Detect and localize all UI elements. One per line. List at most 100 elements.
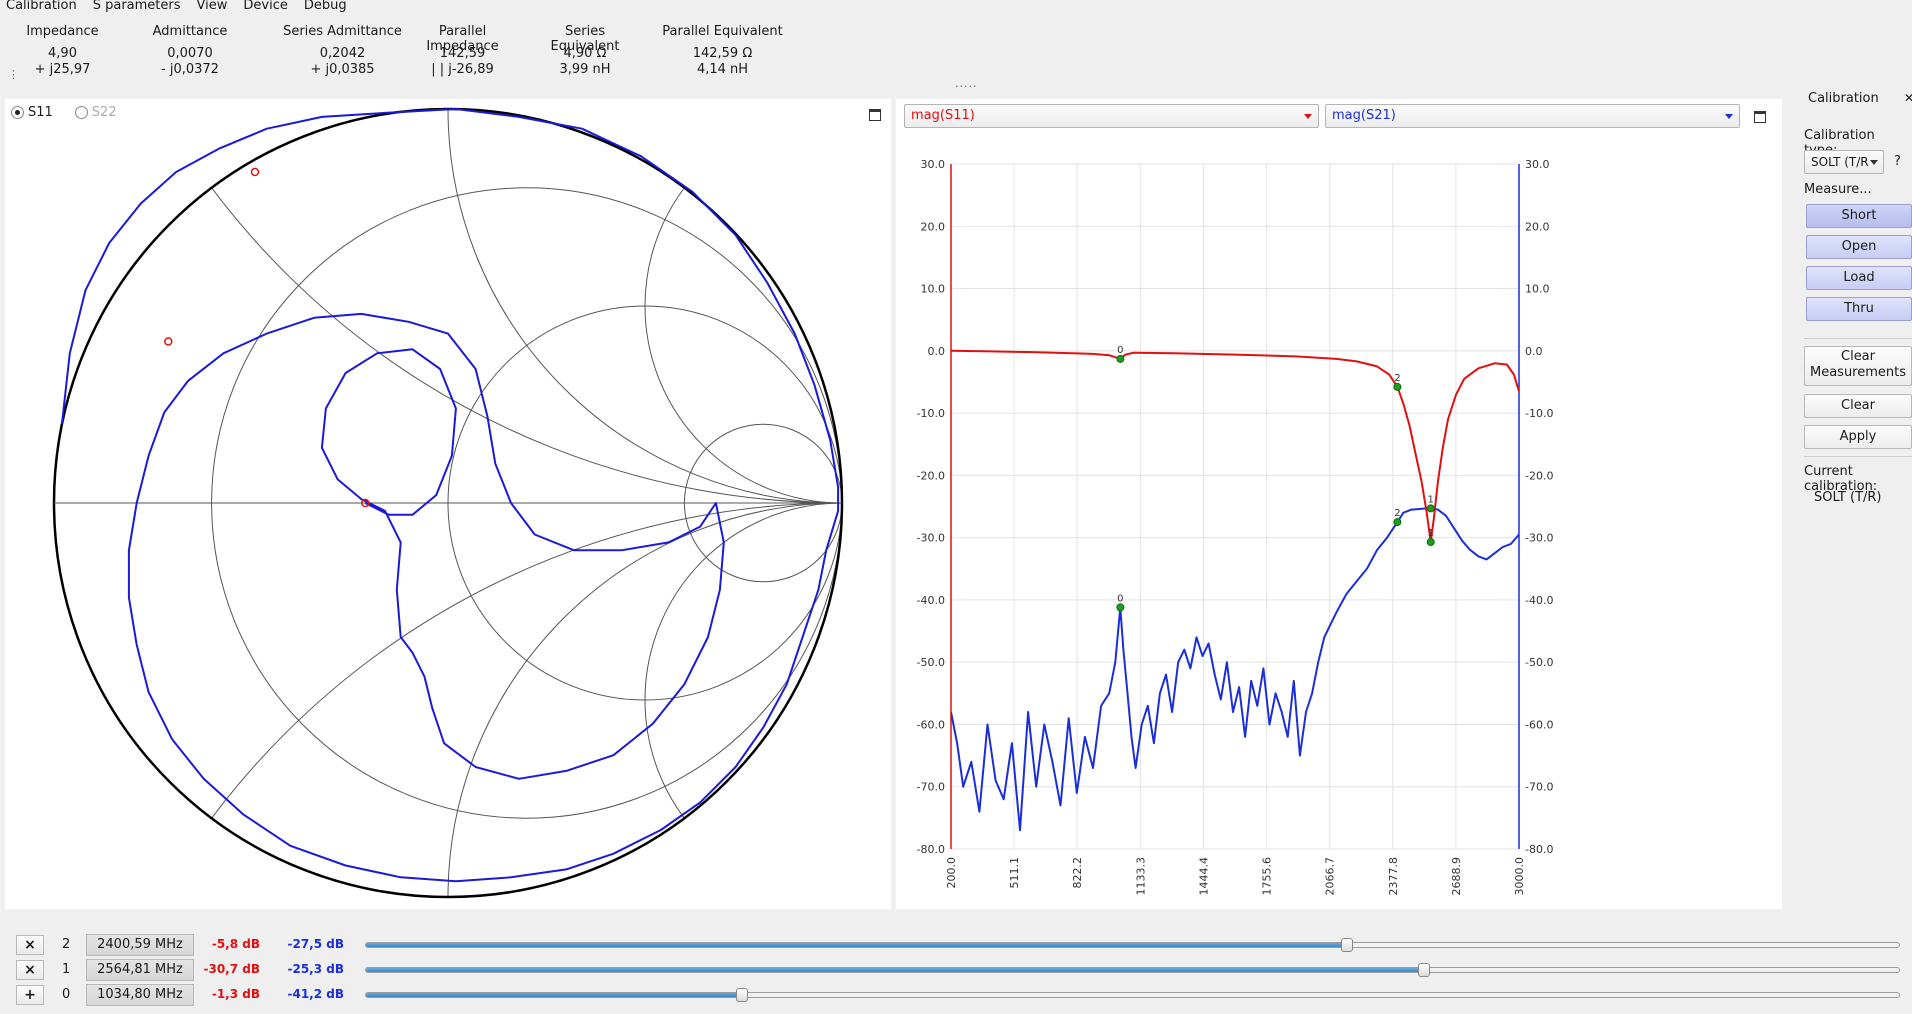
thru-button[interactable]: Thru (1806, 297, 1912, 321)
smith-chart-panel: S11 S22 (5, 99, 891, 909)
x-tick-label: 511.1 (1008, 857, 1021, 889)
marker-slider-handle[interactable] (735, 988, 748, 1002)
x-tick-label: 2377.8 (1387, 857, 1400, 896)
menu-s-parameters[interactable]: S parameters (92, 0, 181, 13)
impedance-column: Impedance 4,90 + j25,97 (10, 24, 115, 78)
load-button[interactable]: Load (1806, 266, 1912, 290)
chart-marker-point[interactable] (1116, 603, 1125, 612)
admittance-real: 0,0070 (167, 46, 213, 61)
y-right-tick-label: -20.0 (1525, 469, 1553, 482)
series-admittance-column: Series Admittance 0,2042 + j0,0385 (275, 24, 410, 78)
x-tick-label: 3000.0 (1513, 857, 1526, 896)
marker-slider[interactable] (365, 988, 1900, 1002)
series-equivalent-column: Series Equivalent 4,90 Ω 3,99 nH (530, 24, 640, 78)
marker-slider[interactable] (365, 963, 1900, 977)
y-left-tick-label: -80.0 (917, 843, 945, 856)
chart-series (951, 349, 1519, 832)
x-tick-label: 1444.4 (1197, 857, 1210, 896)
chevron-down-icon (1870, 160, 1878, 165)
y-right-tick-label: 20.0 (1525, 220, 1550, 233)
add-marker-button[interactable]: + (16, 985, 44, 1005)
y-left-tick-label: -40.0 (917, 594, 945, 607)
smith-marker[interactable] (164, 337, 173, 346)
close-icon[interactable]: ✕ (1904, 91, 1912, 105)
chart-marker-point[interactable] (1393, 382, 1402, 391)
apply-button[interactable]: Apply (1804, 425, 1912, 449)
chart-marker-point[interactable] (1393, 518, 1402, 527)
y-left-tick-label: -70.0 (917, 781, 945, 794)
chart-marker-label: 1 (1428, 528, 1434, 539)
sparam-maximize-icon[interactable] (1754, 111, 1766, 123)
marker-frequency[interactable]: 2400,59 MHz (86, 934, 194, 956)
y-right-tick-label: 30.0 (1525, 158, 1550, 171)
sparam-chart-panel: mag(S11) mag(S21) 200.0 511.1 822.2 1133.3 1… (896, 99, 1782, 909)
y-left-tick-label: 0.0 (928, 345, 946, 358)
marker-slider-fill (366, 968, 1424, 972)
chart-marker-label: 0 (1117, 345, 1123, 356)
open-button[interactable]: Open (1806, 235, 1912, 259)
marker-slider-handle[interactable] (1417, 963, 1430, 977)
smith-marker[interactable] (361, 498, 370, 508)
y-left-tick-label: 20.0 (921, 220, 946, 233)
clear-button[interactable]: Clear (1804, 394, 1912, 418)
calibration-type-select[interactable]: SOLT (T/R (1804, 150, 1884, 174)
chart-marker-label: 1 (1428, 494, 1434, 505)
smith-chart (52, 107, 844, 899)
remove-marker-button[interactable]: × (16, 960, 44, 980)
menu-view[interactable]: View (196, 0, 228, 13)
help-icon[interactable]: ? (1894, 154, 1901, 169)
marker-list: × 2 2400,59 MHz -5,8 dB -27,5 dB × 1 256… (0, 926, 1912, 1014)
port-selector: S11 S22 (11, 105, 117, 120)
series-admittance-real: 0,2042 (319, 46, 366, 61)
calibration-divider (1804, 338, 1912, 339)
series-equivalent-inductance: 3,99 nH (559, 62, 611, 77)
y-left-tick-label: -60.0 (917, 718, 945, 731)
x-tick-label: 2688.9 (1450, 857, 1463, 896)
remove-marker-button[interactable]: × (16, 935, 44, 955)
y-right-tick-label: 0.0 (1525, 345, 1543, 358)
s22-radio[interactable] (74, 106, 88, 119)
marker-s21-value: -25,3 dB (287, 962, 344, 976)
smith-s11-trace (60, 108, 840, 883)
smith-maximize-icon[interactable] (869, 109, 881, 121)
admittance-header: Admittance (152, 24, 228, 39)
s22-radio-label: S22 (91, 105, 117, 120)
chart-marker-point[interactable] (1116, 354, 1125, 363)
parallel-equivalent-column: Parallel Equivalent 142,59 Ω 4,14 nH (655, 24, 790, 78)
center-drag-handle[interactable]: ····· (955, 80, 978, 93)
marker-frequency[interactable]: 2564,81 MHz (86, 959, 194, 981)
y-right-tick-label: -30.0 (1525, 532, 1553, 545)
menu-debug[interactable]: Debug (303, 0, 347, 13)
reactance-circle (447, 109, 842, 504)
left-drag-handle[interactable]: ⋮ (8, 68, 19, 81)
marker-row-1: × 1 2564,81 MHz -30,7 dB -25,3 dB (0, 958, 1912, 982)
menu-device[interactable]: Device (243, 0, 288, 13)
marker-s21-value: -41,2 dB (287, 987, 344, 1001)
chart-marker-point[interactable] (1426, 504, 1435, 513)
parallel-impedance-column: Parallel Impedance 142,59 | | j-26,89 (405, 24, 520, 78)
reactance-circle (644, 109, 842, 504)
y-left-tick-label: -30.0 (917, 532, 945, 545)
reactance-circle (447, 502, 842, 897)
marker-slider[interactable] (365, 938, 1900, 952)
sparam-chart: 200.0 511.1 822.2 1133.3 1444.4 1755.6 2066.7 2… (917, 158, 1554, 896)
parallel-equivalent-inductance: 4,14 nH (696, 62, 749, 77)
smith-grid (52, 107, 844, 899)
trace2-dropdown-icon (1725, 114, 1733, 119)
menu-calibration[interactable]: Calibration (6, 0, 77, 13)
short-button[interactable]: Short (1806, 204, 1912, 228)
marker-frequency[interactable]: 1034,80 MHz (86, 984, 194, 1006)
trace2-select[interactable]: mag(S21) (1325, 104, 1740, 128)
chart-marker-point[interactable] (1426, 537, 1435, 546)
clear-measurements-button[interactable]: Clear Measurements (1804, 346, 1912, 386)
marker-slider-handle[interactable] (1341, 938, 1354, 952)
chart-axes: 200.0 511.1 822.2 1133.3 1444.4 1755.6 2066.7 2… (917, 158, 1554, 896)
trace1-select-label: mag(S11) (911, 108, 975, 123)
smith-marker[interactable] (250, 167, 260, 177)
impedance-imag: + j25,97 (34, 62, 91, 77)
trace1-select[interactable]: mag(S11) (904, 104, 1319, 128)
current-calibration-value: SOLT (T/R) (1814, 490, 1882, 505)
trace1-dropdown-icon (1304, 114, 1312, 119)
y-right-tick-label: 10.0 (1525, 283, 1550, 296)
s11-radio[interactable] (11, 106, 24, 119)
